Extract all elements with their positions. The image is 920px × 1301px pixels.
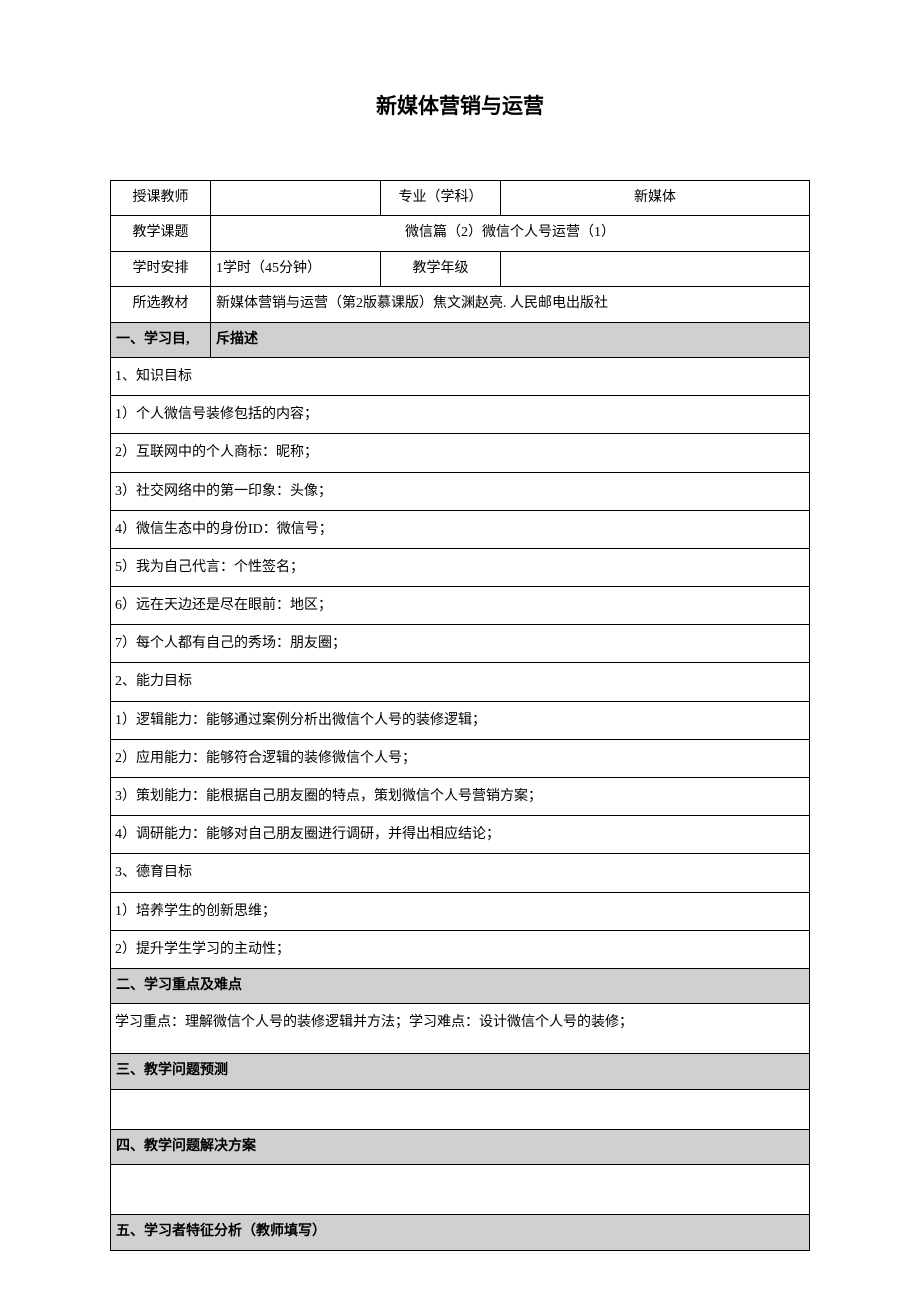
s2-item-3: 3）策划能力：能根据自己朋友圈的特点，策划微信个人号营销方案； bbox=[111, 778, 810, 816]
grade-label: 教学年级 bbox=[381, 251, 501, 286]
subject-value: 新媒体 bbox=[501, 181, 810, 216]
section-5-header-row: 五、学习者特征分析（教师填写） bbox=[111, 1215, 810, 1250]
textbook-value: 新媒体营销与运营（第2版慕课版）焦文渊赵亮. 人民邮电出版社 bbox=[211, 287, 810, 322]
s1-item-7: 7）每个人都有自己的秀场：朋友圈； bbox=[111, 625, 810, 663]
section-3-title: 三、教学问题预测 bbox=[111, 1054, 810, 1089]
section-3-content bbox=[111, 1089, 810, 1129]
section-1-header-row: 一、学习目, 斥描述 bbox=[111, 322, 810, 357]
subject-label: 专业（学科） bbox=[381, 181, 501, 216]
s3-item-1: 1）培养学生的创新思维； bbox=[111, 892, 810, 930]
textbook-row: 所选教材 新媒体营销与运营（第2版慕课版）焦文渊赵亮. 人民邮电出版社 bbox=[111, 287, 810, 322]
section-5-title: 五、学习者特征分析（教师填写） bbox=[111, 1215, 810, 1250]
group3-header: 3、德育目标 bbox=[111, 854, 810, 892]
lesson-plan-table: 授课教师 专业（学科） 新媒体 教学课题 微信篇（2）微信个人号运营（1） 学时… bbox=[110, 180, 810, 1251]
topic-row: 教学课题 微信篇（2）微信个人号运营（1） bbox=[111, 216, 810, 251]
textbook-label: 所选教材 bbox=[111, 287, 211, 322]
instructor-row: 授课教师 专业（学科） 新媒体 bbox=[111, 181, 810, 216]
hours-value: 1学时（45分钟） bbox=[211, 251, 381, 286]
hours-label: 学时安排 bbox=[111, 251, 211, 286]
group2-header: 2、能力目标 bbox=[111, 663, 810, 701]
section-1-title-left: 一、学习目, bbox=[111, 322, 211, 357]
s1-item-1: 1）个人微信号装修包括的内容； bbox=[111, 396, 810, 434]
topic-label: 教学课题 bbox=[111, 216, 211, 251]
hours-row: 学时安排 1学时（45分钟） 教学年级 bbox=[111, 251, 810, 286]
s1-item-6: 6）远在天边还是尽在眼前：地区； bbox=[111, 587, 810, 625]
group1-header: 1、知识目标 bbox=[111, 357, 810, 395]
s3-item-2: 2）提升学生学习的主动性； bbox=[111, 930, 810, 968]
page-title: 新媒体营销与运营 bbox=[110, 90, 810, 120]
grade-value bbox=[501, 251, 810, 286]
topic-value: 微信篇（2）微信个人号运营（1） bbox=[211, 216, 810, 251]
section-2-header-row: 二、学习重点及难点 bbox=[111, 968, 810, 1003]
s1-item-4: 4）微信生态中的身份ID：微信号； bbox=[111, 510, 810, 548]
s1-item-3: 3）社交网络中的第一印象：头像； bbox=[111, 472, 810, 510]
s1-item-5: 5）我为自己代言：个性签名； bbox=[111, 548, 810, 586]
s2-item-1: 1）逻辑能力：能够通过案例分析出微信个人号的装修逻辑； bbox=[111, 701, 810, 739]
section-4-content bbox=[111, 1165, 810, 1215]
instructor-value bbox=[211, 181, 381, 216]
section-2-title: 二、学习重点及难点 bbox=[111, 968, 810, 1003]
section-3-header-row: 三、教学问题预测 bbox=[111, 1054, 810, 1089]
section-2-content: 学习重点：理解微信个人号的装修逻辑并方法；学习难点：设计微信个人号的装修； bbox=[111, 1004, 810, 1054]
section-1-title-right: 斥描述 bbox=[211, 322, 810, 357]
section-4-header-row: 四、教学问题解决方案 bbox=[111, 1129, 810, 1164]
s2-item-4: 4）调研能力：能够对自己朋友圈进行调研，并得出相应结论； bbox=[111, 816, 810, 854]
instructor-label: 授课教师 bbox=[111, 181, 211, 216]
s1-item-2: 2）互联网中的个人商标：昵称； bbox=[111, 434, 810, 472]
section-4-title: 四、教学问题解决方案 bbox=[111, 1129, 810, 1164]
s2-item-2: 2）应用能力：能够符合逻辑的装修微信个人号； bbox=[111, 739, 810, 777]
